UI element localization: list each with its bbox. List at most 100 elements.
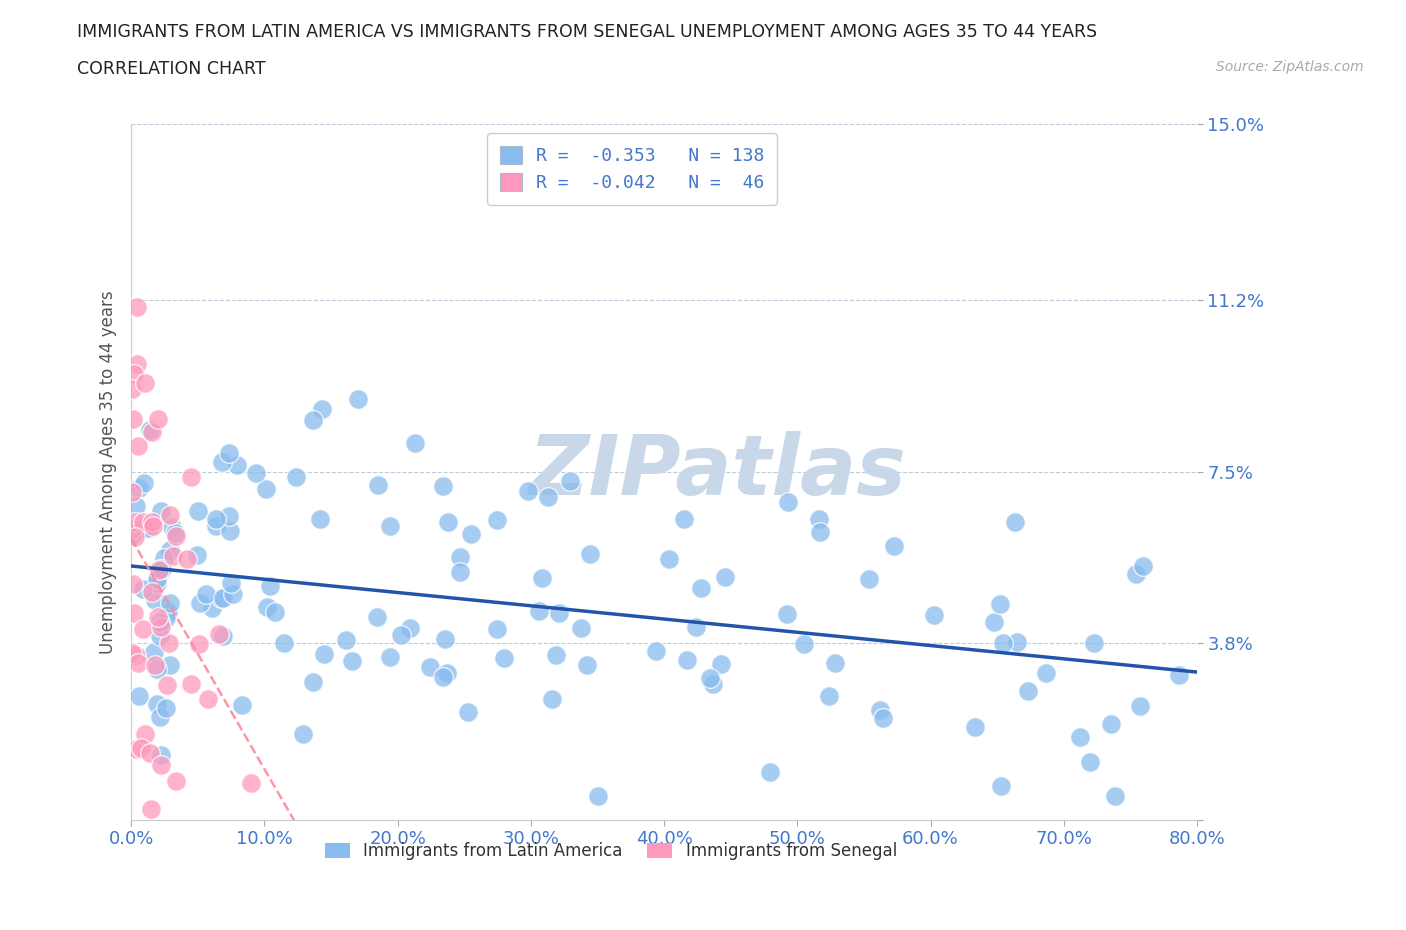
Point xyxy=(219,576,242,591)
Point xyxy=(150,748,173,763)
Point xyxy=(516,484,538,498)
Point xyxy=(883,538,905,553)
Point xyxy=(141,514,163,529)
Point xyxy=(150,757,173,772)
Point xyxy=(818,688,841,703)
Point xyxy=(127,299,149,314)
Point xyxy=(155,700,177,715)
Point xyxy=(486,513,509,528)
Point xyxy=(378,519,401,534)
Point xyxy=(209,591,232,605)
Point xyxy=(983,614,1005,629)
Point xyxy=(205,512,228,526)
Point xyxy=(541,691,564,706)
Point xyxy=(869,702,891,717)
Point xyxy=(159,508,181,523)
Point xyxy=(121,522,143,537)
Point xyxy=(530,571,553,586)
Legend: Immigrants from Latin America, Immigrants from Senegal: Immigrants from Latin America, Immigrant… xyxy=(318,835,904,867)
Point xyxy=(1035,666,1057,681)
Point xyxy=(690,581,713,596)
Point xyxy=(146,697,169,711)
Point xyxy=(1083,635,1105,650)
Point xyxy=(205,518,228,533)
Point xyxy=(122,605,145,620)
Point xyxy=(132,514,155,529)
Point xyxy=(159,595,181,610)
Point xyxy=(122,411,145,426)
Point xyxy=(1069,730,1091,745)
Point xyxy=(146,661,169,676)
Point xyxy=(699,671,721,685)
Point xyxy=(155,611,177,626)
Point xyxy=(808,512,831,526)
Point xyxy=(586,789,609,804)
Point xyxy=(132,621,155,636)
Text: Source: ZipAtlas.com: Source: ZipAtlas.com xyxy=(1216,60,1364,74)
Point xyxy=(143,592,166,607)
Point xyxy=(810,525,832,539)
Point xyxy=(187,503,209,518)
Point xyxy=(259,578,281,593)
Point xyxy=(139,802,162,817)
Point xyxy=(180,470,202,485)
Point xyxy=(121,645,143,660)
Point xyxy=(139,422,162,437)
Point xyxy=(146,571,169,586)
Point xyxy=(134,727,156,742)
Point xyxy=(685,619,707,634)
Point xyxy=(128,480,150,495)
Point xyxy=(149,710,172,724)
Point xyxy=(990,778,1012,793)
Point xyxy=(776,495,799,510)
Point xyxy=(208,627,231,642)
Point xyxy=(149,629,172,644)
Point xyxy=(673,512,696,526)
Point xyxy=(127,656,149,671)
Point xyxy=(436,666,458,681)
Point xyxy=(138,521,160,536)
Point xyxy=(346,392,368,406)
Point xyxy=(194,586,217,601)
Point xyxy=(180,676,202,691)
Point xyxy=(311,401,333,416)
Point xyxy=(963,719,986,734)
Point xyxy=(212,629,235,644)
Point xyxy=(292,726,315,741)
Point xyxy=(1167,668,1189,683)
Point xyxy=(146,411,169,426)
Point xyxy=(239,776,262,790)
Point xyxy=(146,576,169,591)
Point xyxy=(141,585,163,600)
Point xyxy=(127,357,149,372)
Point xyxy=(1104,789,1126,804)
Point xyxy=(702,677,724,692)
Point xyxy=(537,490,560,505)
Point xyxy=(226,458,249,472)
Point xyxy=(1017,684,1039,698)
Point xyxy=(273,635,295,650)
Point xyxy=(197,691,219,706)
Point xyxy=(127,439,149,454)
Text: IMMIGRANTS FROM LATIN AMERICA VS IMMIGRANTS FROM SENEGAL UNEMPLOYMENT AMONG AGES: IMMIGRANTS FROM LATIN AMERICA VS IMMIGRA… xyxy=(77,23,1098,41)
Point xyxy=(457,704,479,719)
Point xyxy=(132,520,155,535)
Point xyxy=(264,604,287,619)
Point xyxy=(558,473,581,488)
Point xyxy=(157,604,180,619)
Point xyxy=(1004,514,1026,529)
Point xyxy=(188,596,211,611)
Point xyxy=(124,529,146,544)
Point xyxy=(575,658,598,673)
Point xyxy=(710,657,733,671)
Point xyxy=(340,654,363,669)
Point xyxy=(824,656,846,671)
Point xyxy=(176,551,198,566)
Point xyxy=(142,644,165,659)
Point xyxy=(1099,717,1122,732)
Point xyxy=(548,605,571,620)
Point xyxy=(658,551,681,566)
Point xyxy=(437,515,460,530)
Point xyxy=(645,644,668,659)
Point xyxy=(139,745,162,760)
